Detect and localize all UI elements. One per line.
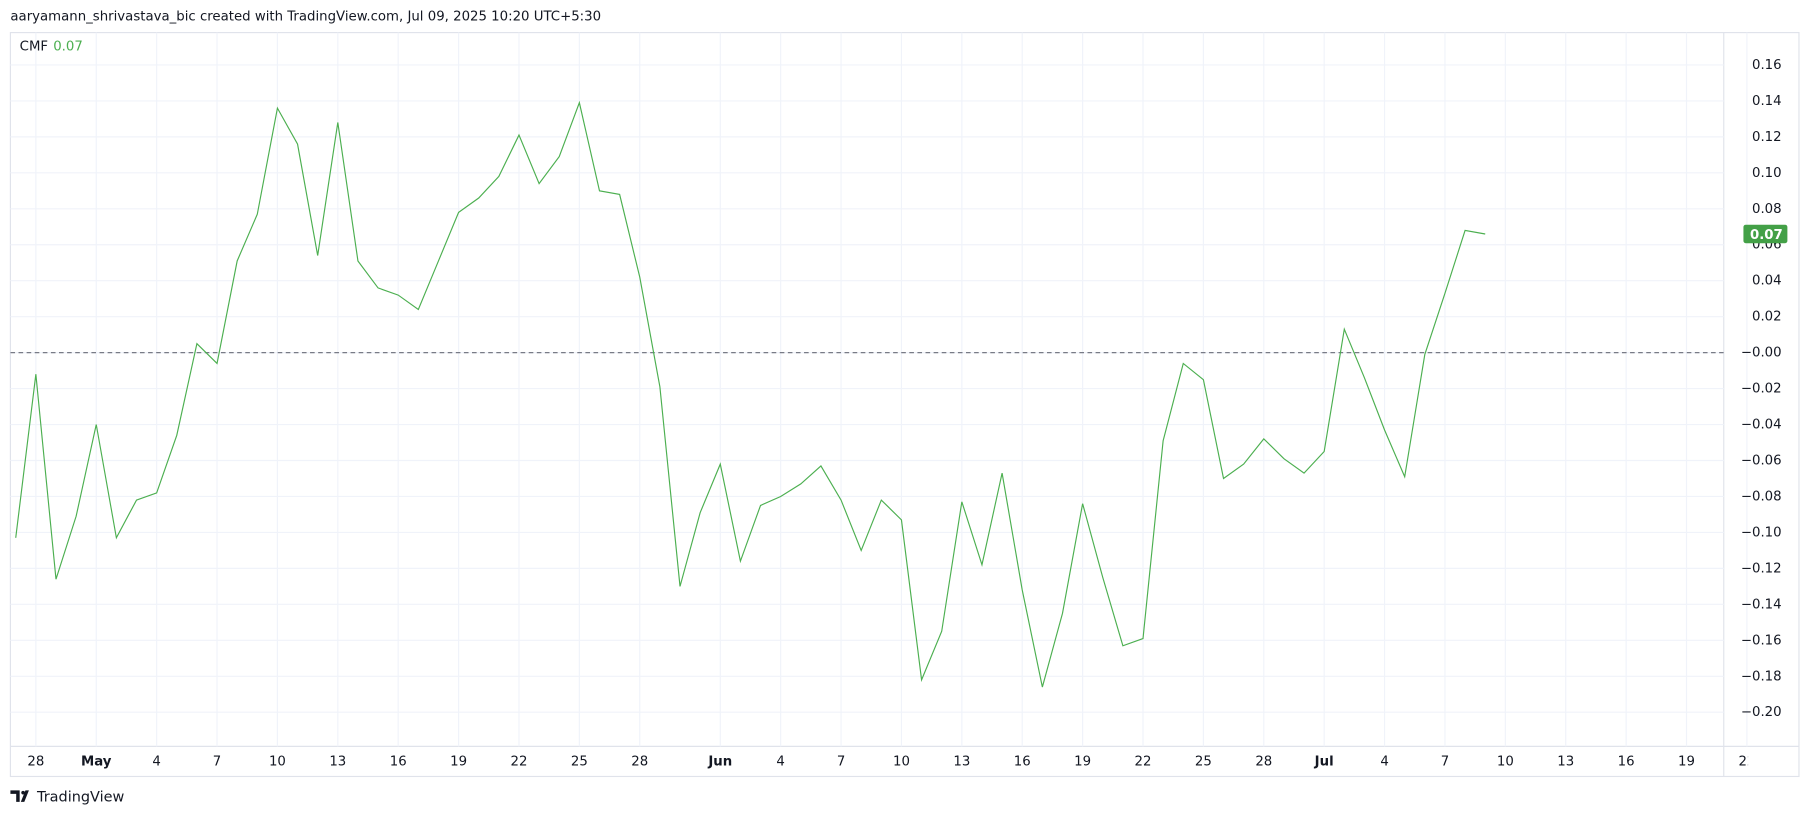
x-tick-label: 7 <box>1441 754 1449 769</box>
x-tick-label: 7 <box>213 754 221 769</box>
x-tick-label: 22 <box>1738 754 1755 769</box>
y-tick-label: −0.12 <box>1741 561 1782 576</box>
x-tick-label: 25 <box>1195 754 1212 769</box>
y-tick-label: −0.10 <box>1741 525 1782 540</box>
header-text: aaryamann_shrivastava_bic created with T… <box>10 9 601 24</box>
x-tick-label: 13 <box>329 754 346 769</box>
y-tick-label: −0.16 <box>1741 633 1782 648</box>
x-tick-label: 28 <box>27 754 44 769</box>
footer-text: TradingView <box>36 789 125 805</box>
footer-logo: TradingView <box>10 789 125 805</box>
last-value-badge <box>1743 224 1788 244</box>
x-tick-label: 4 <box>1380 754 1388 769</box>
x-tick-label: Jul <box>1314 754 1334 769</box>
x-tick-label: 28 <box>1255 754 1272 769</box>
cmf-line <box>15 100 1486 688</box>
x-tick-label: 16 <box>1618 754 1635 769</box>
logo-dot <box>21 790 25 795</box>
y-tick-label: −0.18 <box>1741 669 1782 684</box>
x-tick-label: 13 <box>1557 754 1574 769</box>
plot-area <box>10 100 1724 688</box>
x-tick-label: 22 <box>511 754 528 769</box>
x-tick-label: 25 <box>571 754 588 769</box>
y-tick-label: 0.14 <box>1752 94 1782 109</box>
x-tick-label: 10 <box>1497 754 1514 769</box>
x-tick-label: May <box>81 754 112 769</box>
y-tick-label: −0.04 <box>1741 418 1782 433</box>
y-tick-label: −0.08 <box>1741 489 1782 504</box>
logo-icon <box>10 790 29 802</box>
chart-frame <box>9 32 1800 778</box>
x-tick-label: 4 <box>776 754 784 769</box>
y-tick-label: −0.02 <box>1741 382 1782 397</box>
x-tick-label: 10 <box>893 754 910 769</box>
x-tick-label: 22 <box>1135 754 1152 769</box>
x-tick-label: 16 <box>390 754 407 769</box>
x-tick-label: 7 <box>837 754 845 769</box>
y-tick-label: −0.14 <box>1741 597 1782 612</box>
y-tick-label: 0.10 <box>1752 166 1782 181</box>
x-tick-label: Jun <box>707 754 732 769</box>
x-tick-label: 19 <box>450 754 467 769</box>
y-tick-label: 0.16 <box>1752 58 1782 73</box>
legend-name: CMF <box>20 39 48 54</box>
legend-value: 0.07 <box>53 39 83 54</box>
x-tick-label: 28 <box>631 754 648 769</box>
y-tick-label: 0.08 <box>1752 202 1782 217</box>
y-tick-label: −0.20 <box>1741 705 1782 720</box>
x-tick-label: 4 <box>152 754 160 769</box>
price-axis: 0.160.140.120.100.080.060.040.02−0.00−0.… <box>1741 58 1782 720</box>
x-tick-label: 13 <box>953 754 970 769</box>
y-tick-label: 0.04 <box>1752 274 1782 289</box>
x-tick-label: 19 <box>1678 754 1695 769</box>
y-tick-label: −0.00 <box>1741 346 1782 361</box>
last-value-label: 0.07 <box>1750 228 1783 243</box>
x-tick-label: 19 <box>1074 754 1091 769</box>
x-tick-label: 10 <box>269 754 286 769</box>
time-axis: 28 May 4 7 10 13 16 19 22 25 28 Jun 4 7 10 13 16 19 22 25 28… <box>27 754 1755 769</box>
y-tick-label: −0.06 <box>1741 454 1782 469</box>
y-tick-label: 0.12 <box>1752 130 1782 145</box>
y-tick-label: 0.02 <box>1752 310 1782 325</box>
grid <box>10 32 1748 747</box>
x-tick-label: 16 <box>1014 754 1031 769</box>
